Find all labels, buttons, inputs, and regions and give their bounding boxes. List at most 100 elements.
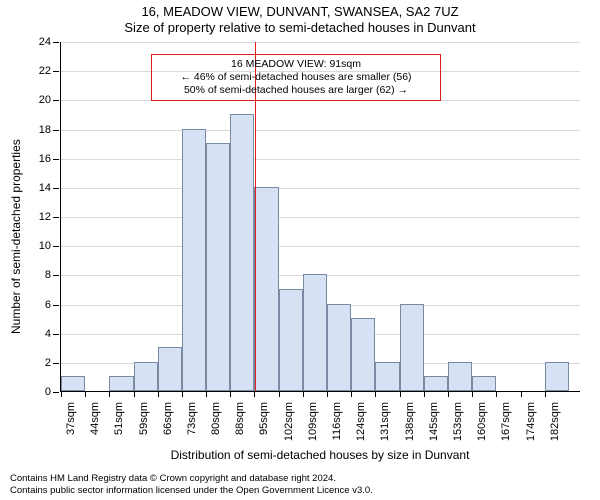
x-tick [521,391,522,397]
x-tick [230,391,231,397]
x-tick [448,391,449,397]
y-tick-label: 22 [39,65,51,77]
histogram-bar [182,129,206,392]
x-tick [254,391,255,397]
histogram-bar [254,187,278,391]
x-tick [496,391,497,397]
y-tick [53,217,59,218]
x-tick-label: 37sqm [65,402,77,435]
histogram-bar [424,376,448,391]
histogram-bar [351,318,375,391]
y-tick-label: 4 [45,328,51,340]
y-tick [53,100,59,101]
y-tick [53,188,59,189]
x-tick-label: 102sqm [283,402,295,441]
x-tick [279,391,280,397]
x-axis-label: Distribution of semi-detached houses by … [60,448,580,462]
y-tick-label: 24 [39,36,51,48]
x-tick [109,391,110,397]
x-tick-label: 145sqm [428,402,440,441]
x-tick [303,391,304,397]
x-tick-label: 116sqm [331,402,343,440]
histogram-bar [545,362,569,391]
histogram-bar [230,114,254,391]
y-tick-label: 0 [45,386,51,398]
x-tick [400,391,401,397]
y-tick [53,246,59,247]
histogram-bar [206,143,230,391]
histogram-bar [303,274,327,391]
x-tick-label: 51sqm [113,402,125,435]
gridline [61,42,580,43]
x-tick-label: 95sqm [258,402,270,435]
y-tick-label: 18 [39,124,51,136]
x-tick-label: 109sqm [307,402,319,441]
y-tick-label: 14 [39,182,51,194]
y-tick-label: 12 [39,211,51,223]
annotation-line: ← 46% of semi-detached houses are smalle… [158,71,434,84]
y-tick [53,275,59,276]
histogram-bar [279,289,303,391]
x-tick-label: 88sqm [234,402,246,435]
y-tick [53,334,59,335]
x-tick [61,391,62,397]
gridline [61,246,580,247]
x-tick-label: 160sqm [476,402,488,441]
x-tick [134,391,135,397]
x-tick-label: 59sqm [138,402,150,435]
y-tick-label: 6 [45,299,51,311]
x-tick-label: 167sqm [500,402,512,441]
x-tick [351,391,352,397]
gridline [61,130,580,131]
x-tick-label: 80sqm [210,402,222,435]
x-tick-label: 182sqm [549,402,561,441]
histogram-bar [400,304,424,392]
x-tick-label: 138sqm [404,402,416,441]
y-tick [53,71,59,72]
x-tick [182,391,183,397]
y-tick-label: 2 [45,357,51,369]
chart-subtitle: Size of property relative to semi-detach… [0,20,600,35]
x-tick-label: 174sqm [525,402,537,441]
y-tick [53,42,59,43]
x-tick-label: 73sqm [186,402,198,435]
histogram-bar [158,347,182,391]
y-tick [53,159,59,160]
y-axis-label: Number of semi-detached properties [9,139,23,334]
y-tick-label: 20 [39,94,51,106]
x-tick [424,391,425,397]
histogram-bar [109,376,133,391]
y-tick [53,363,59,364]
y-tick [53,392,59,393]
x-tick-label: 131sqm [379,402,391,441]
histogram-bar [134,362,158,391]
histogram-bar [448,362,472,391]
chart-title-address: 16, MEADOW VIEW, DUNVANT, SWANSEA, SA2 7… [0,4,600,19]
y-tick-label: 10 [39,240,51,252]
attribution-text: Contains HM Land Registry data © Crown c… [10,473,373,496]
histogram-bar [375,362,399,391]
y-tick-label: 8 [45,269,51,281]
gridline [61,188,580,189]
histogram-bar [472,376,496,391]
x-tick [545,391,546,397]
x-tick-label: 153sqm [452,402,464,441]
x-tick [85,391,86,397]
histogram-bar [61,376,85,391]
y-tick [53,130,59,131]
histogram-bar [327,304,351,392]
x-tick [327,391,328,397]
gridline [61,217,580,218]
x-tick-label: 66sqm [162,402,174,435]
plot-area: 02468101214161820222437sqm44sqm51sqm59sq… [60,42,580,392]
x-tick-label: 124sqm [355,402,367,441]
gridline [61,159,580,160]
annotation-box: 16 MEADOW VIEW: 91sqm← 46% of semi-detac… [151,54,441,101]
x-tick [375,391,376,397]
y-tick [53,305,59,306]
attribution-line1: Contains HM Land Registry data © Crown c… [10,473,373,484]
x-tick-label: 44sqm [89,402,101,435]
x-tick [206,391,207,397]
x-tick [472,391,473,397]
y-tick-label: 16 [39,153,51,165]
